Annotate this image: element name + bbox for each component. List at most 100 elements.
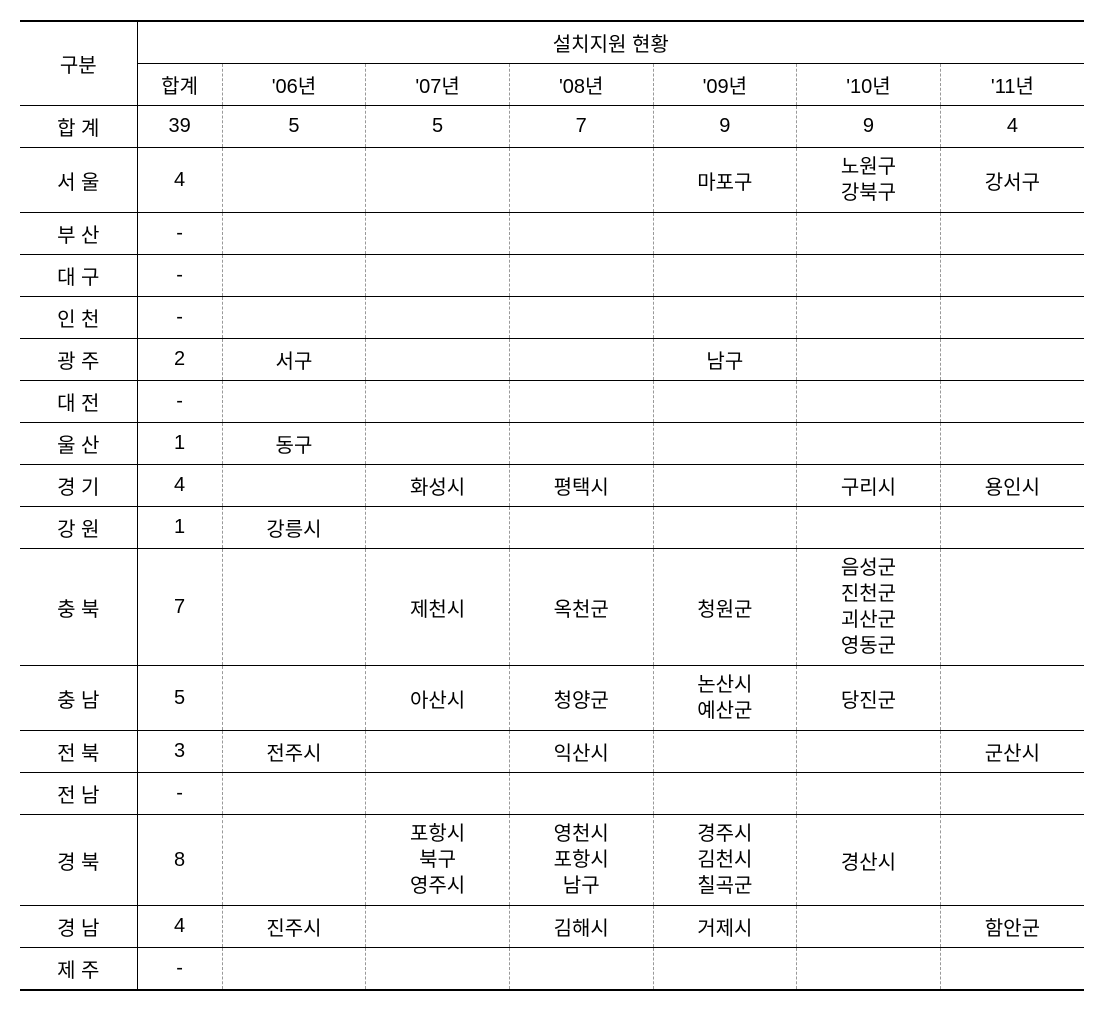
region-hapgye: 5: [137, 666, 222, 731]
table-row: 서 울4마포구노원구강북구강서구: [20, 148, 1084, 213]
region-cell-2: 익산시: [509, 731, 653, 773]
region-cell-0: 동구: [222, 423, 366, 465]
header-year-08: '08년: [509, 64, 653, 106]
table-row: 충 남5아산시청양군논산시예산군당진군: [20, 666, 1084, 731]
region-cell-3: 마포구: [653, 148, 797, 213]
region-cell-2: [509, 213, 653, 255]
region-cell-4: 음성군진천군괴산군영동군: [797, 549, 941, 666]
table-row: 울 산1동구: [20, 423, 1084, 465]
region-name: 대 전: [20, 381, 137, 423]
region-cell-4: [797, 423, 941, 465]
region-hapgye: 4: [137, 465, 222, 507]
region-name: 강 원: [20, 507, 137, 549]
table-row: 광 주2서구남구: [20, 339, 1084, 381]
region-cell-4: [797, 255, 941, 297]
region-hapgye: 8: [137, 815, 222, 906]
region-cell-2: [509, 381, 653, 423]
region-cell-3: 경주시김천시칠곡군: [653, 815, 797, 906]
region-cell-3: 청원군: [653, 549, 797, 666]
region-cell-4: [797, 381, 941, 423]
region-cell-1: [366, 423, 510, 465]
region-cell-0: 서구: [222, 339, 366, 381]
header-gubun: 구분: [20, 21, 137, 106]
region-hapgye: -: [137, 255, 222, 297]
region-cell-0: 전주시: [222, 731, 366, 773]
region-cell-5: [940, 948, 1084, 991]
region-hapgye: 4: [137, 906, 222, 948]
region-cell-5: [940, 666, 1084, 731]
region-name: 충 남: [20, 666, 137, 731]
region-name: 경 북: [20, 815, 137, 906]
table-row: 충 북7제천시옥천군청원군음성군진천군괴산군영동군: [20, 549, 1084, 666]
region-name: 울 산: [20, 423, 137, 465]
region-name: 대 구: [20, 255, 137, 297]
region-name: 경 기: [20, 465, 137, 507]
region-hapgye: 7: [137, 549, 222, 666]
region-cell-1: [366, 339, 510, 381]
region-cell-2: [509, 423, 653, 465]
region-cell-3: [653, 948, 797, 991]
region-cell-5: 함안군: [940, 906, 1084, 948]
region-cell-4: 경산시: [797, 815, 941, 906]
region-name: 충 북: [20, 549, 137, 666]
region-cell-1: [366, 213, 510, 255]
region-cell-4: 당진군: [797, 666, 941, 731]
region-cell-3: 남구: [653, 339, 797, 381]
region-cell-0: 강릉시: [222, 507, 366, 549]
table-row: 인 천-: [20, 297, 1084, 339]
region-cell-4: [797, 948, 941, 991]
region-cell-3: [653, 731, 797, 773]
region-cell-1: 아산시: [366, 666, 510, 731]
region-cell-0: [222, 381, 366, 423]
region-cell-4: [797, 213, 941, 255]
table-row: 전 남-: [20, 773, 1084, 815]
region-cell-2: 영천시포항시남구: [509, 815, 653, 906]
table-row: 부 산-: [20, 213, 1084, 255]
region-hapgye: -: [137, 297, 222, 339]
region-hapgye: -: [137, 213, 222, 255]
region-cell-2: 김해시: [509, 906, 653, 948]
region-hapgye: 2: [137, 339, 222, 381]
region-hapgye: 3: [137, 731, 222, 773]
region-hapgye: -: [137, 381, 222, 423]
region-name: 경 남: [20, 906, 137, 948]
region-cell-4: [797, 906, 941, 948]
region-hapgye: -: [137, 773, 222, 815]
region-name: 전 북: [20, 731, 137, 773]
region-cell-3: 논산시예산군: [653, 666, 797, 731]
region-cell-0: [222, 549, 366, 666]
table-header: 구분 설치지원 현황 합계 '06년 '07년 '08년 '09년 '10년 '…: [20, 21, 1084, 106]
region-cell-5: [940, 297, 1084, 339]
region-cell-2: [509, 255, 653, 297]
region-cell-5: [940, 549, 1084, 666]
region-cell-1: [366, 773, 510, 815]
region-cell-5: [940, 255, 1084, 297]
region-hapgye: 1: [137, 507, 222, 549]
region-cell-5: [940, 815, 1084, 906]
region-cell-4: 노원구강북구: [797, 148, 941, 213]
region-name: 제 주: [20, 948, 137, 991]
region-cell-3: [653, 297, 797, 339]
totals-label: 합 계: [20, 106, 137, 148]
region-cell-3: [653, 213, 797, 255]
region-cell-1: [366, 906, 510, 948]
table-row: 대 구-: [20, 255, 1084, 297]
table-row: 제 주-: [20, 948, 1084, 991]
region-cell-4: [797, 731, 941, 773]
region-cell-5: [940, 381, 1084, 423]
region-cell-2: 옥천군: [509, 549, 653, 666]
region-cell-3: [653, 773, 797, 815]
region-cell-2: [509, 507, 653, 549]
region-cell-4: [797, 773, 941, 815]
region-cell-0: [222, 948, 366, 991]
header-year-07: '07년: [366, 64, 510, 106]
region-cell-0: [222, 297, 366, 339]
region-cell-1: [366, 255, 510, 297]
totals-year-4: 9: [797, 106, 941, 148]
region-name: 서 울: [20, 148, 137, 213]
header-hapgye: 합계: [137, 64, 222, 106]
totals-row: 합 계39557994: [20, 106, 1084, 148]
region-cell-5: [940, 213, 1084, 255]
header-year-09: '09년: [653, 64, 797, 106]
region-cell-3: [653, 381, 797, 423]
